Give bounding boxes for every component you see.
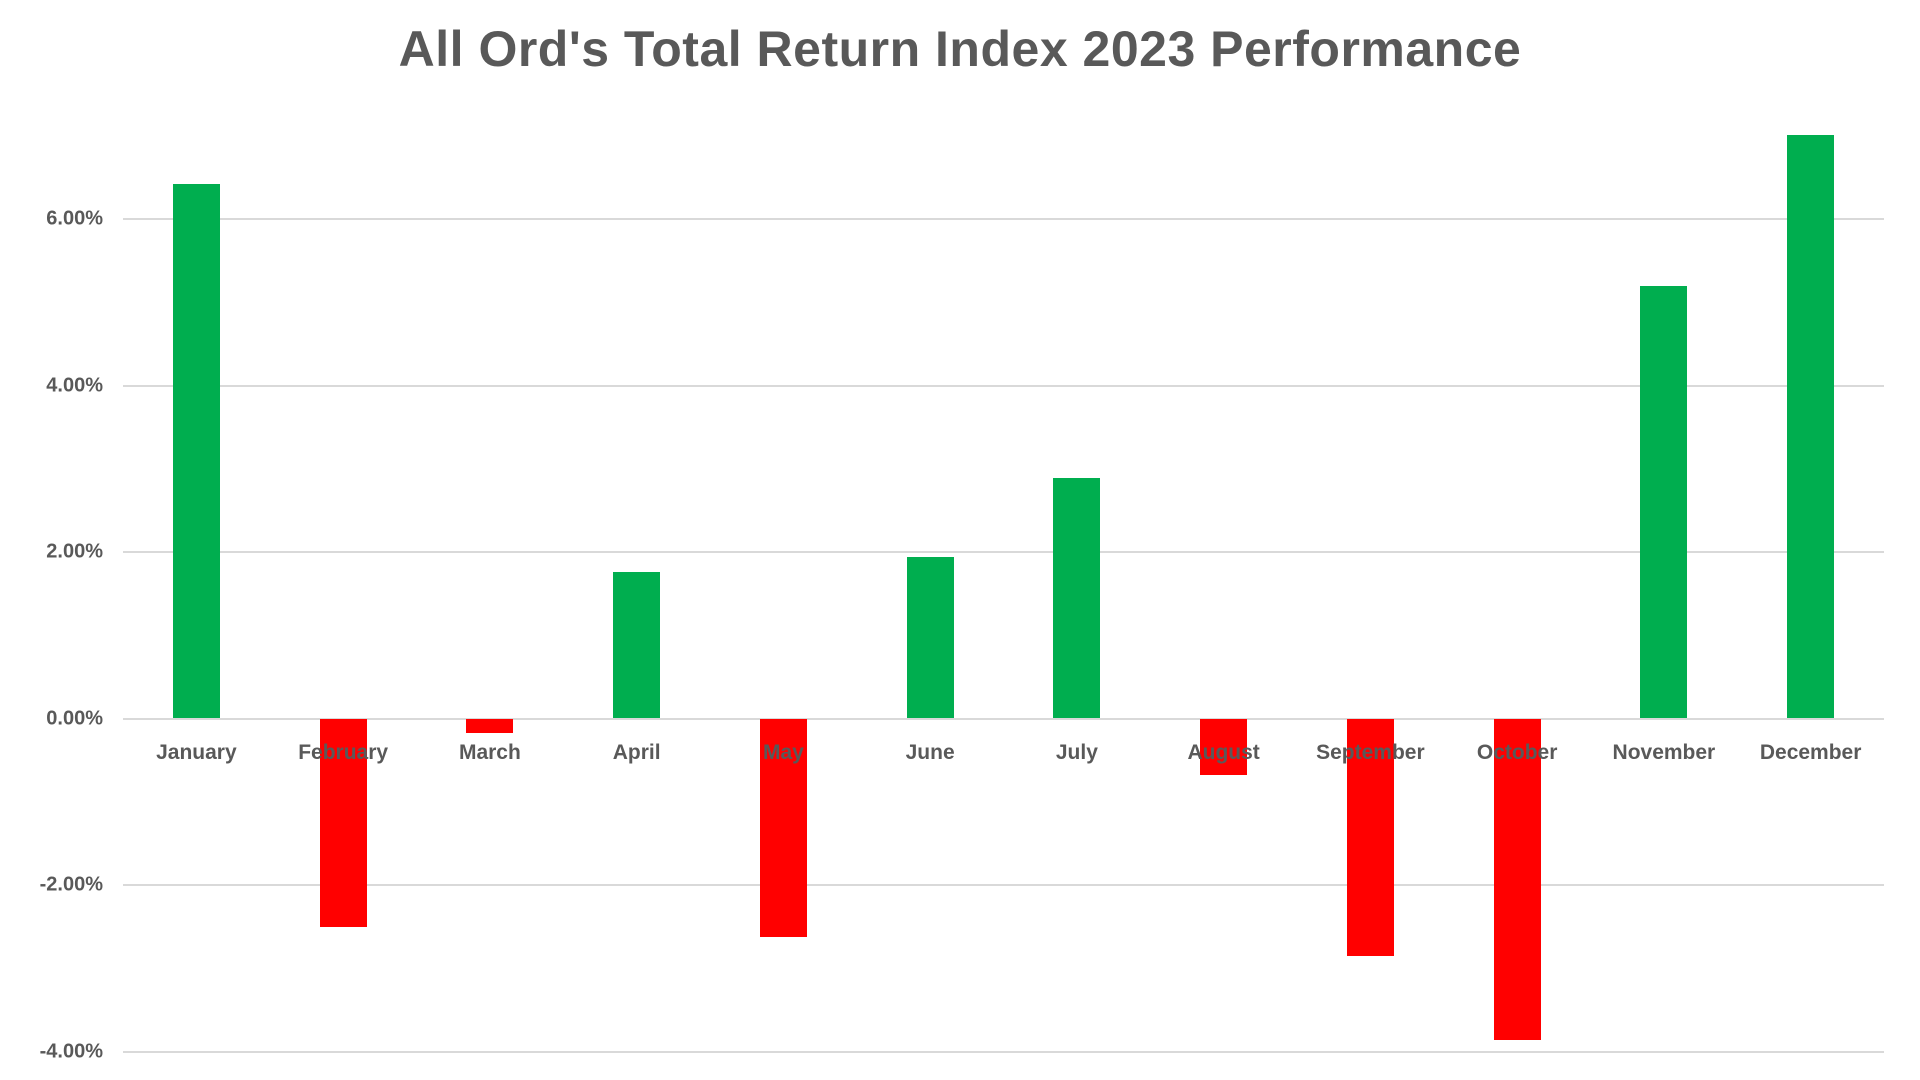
x-axis-label-january: January — [156, 741, 237, 764]
bar-june — [906, 556, 954, 719]
x-axis-label-august: August — [1187, 741, 1260, 764]
y-axis-tick-label-2: 2.00% — [46, 540, 103, 563]
chart-title: All Ord's Total Return Index 2023 Perfor… — [398, 21, 1522, 77]
x-axis-label-february: February — [298, 741, 389, 764]
y-axis-tick-label--4: -4.00% — [39, 1040, 103, 1062]
bar-april — [613, 571, 661, 719]
bar-february — [319, 718, 367, 927]
bar-may — [759, 718, 807, 938]
x-axis-label-march: March — [458, 741, 521, 764]
bar-november — [1640, 286, 1688, 719]
x-axis-label-november: November — [1612, 741, 1716, 764]
y-axis-tick-label-4: 4.00% — [46, 374, 103, 396]
bar-september — [1346, 718, 1394, 956]
y-axis-tick-label-6: 6.00% — [46, 207, 103, 230]
gridline-0 — [123, 717, 1884, 720]
y-axis-tick-label--2: -2.00% — [39, 873, 103, 896]
x-axis-label-may: May — [762, 741, 804, 764]
bar-august — [1200, 718, 1248, 776]
bar-march — [466, 718, 514, 734]
bar-october — [1493, 718, 1541, 1040]
bar-july — [1053, 477, 1101, 719]
gridline--4 — [123, 1050, 1884, 1053]
gridline-6 — [123, 218, 1884, 220]
gridline-4 — [123, 384, 1884, 387]
x-axis-label-september: September — [1316, 741, 1425, 764]
gridline-2 — [123, 551, 1884, 553]
y-axis-tick-label-0: 0.00% — [46, 707, 103, 729]
bar-december — [1787, 134, 1835, 719]
bar-january — [172, 184, 220, 719]
x-axis-label-june: June — [905, 741, 955, 764]
x-axis-label-april: April — [612, 741, 661, 764]
x-axis-label-july: July — [1055, 741, 1098, 764]
x-axis-label-october: October — [1476, 741, 1558, 764]
gridline--2 — [123, 884, 1884, 886]
x-axis-label-december: December — [1759, 741, 1862, 764]
